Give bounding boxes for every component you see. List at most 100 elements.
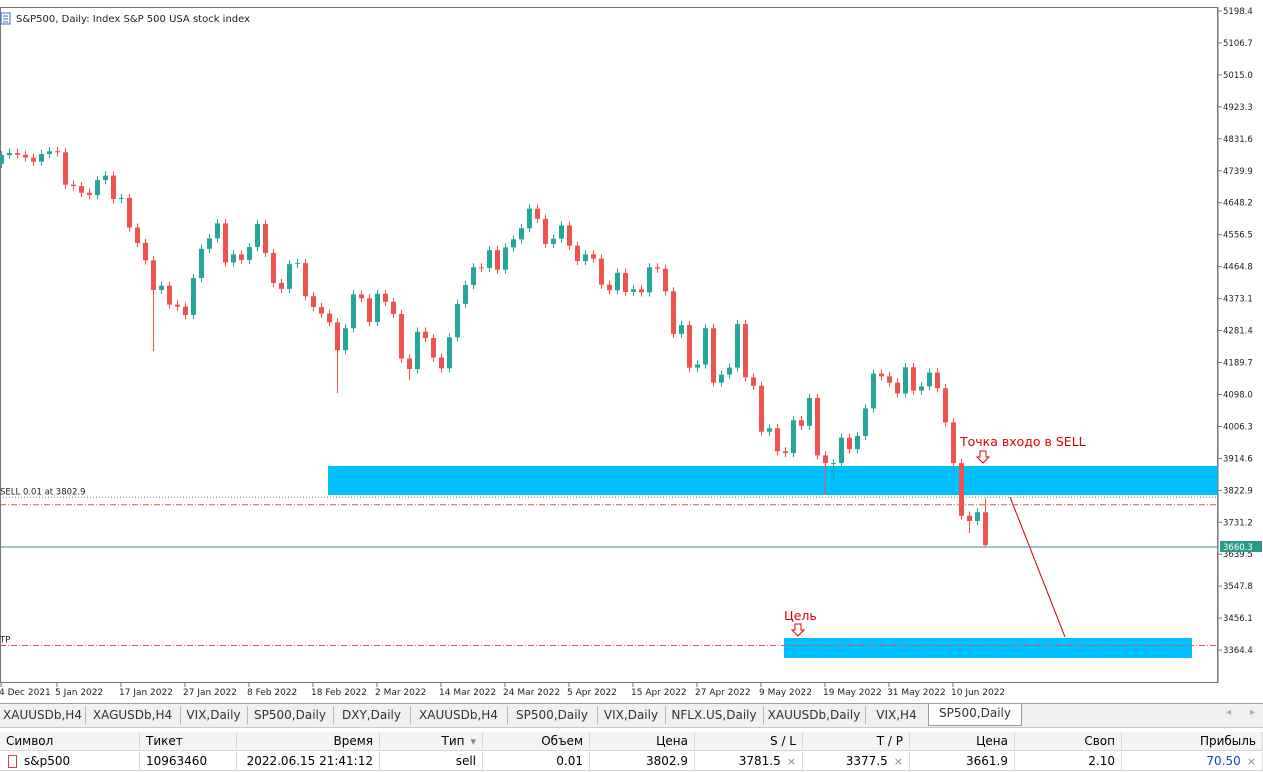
candle-body bbox=[575, 245, 580, 261]
cell-text: Объем bbox=[541, 734, 583, 748]
candle-body bbox=[87, 192, 92, 196]
candle-body bbox=[407, 358, 412, 370]
x-tick-label: 24 Mar 2022 bbox=[503, 688, 560, 698]
y-tick-label: 4648.2 bbox=[1223, 199, 1253, 209]
candle-body bbox=[503, 247, 508, 270]
cell-text: Символ bbox=[6, 734, 54, 748]
candle-body bbox=[487, 250, 492, 268]
candle-body bbox=[511, 239, 516, 248]
candle-body bbox=[927, 372, 932, 387]
candle-body bbox=[463, 285, 468, 304]
candle-body bbox=[295, 263, 300, 265]
arrow-icon bbox=[790, 623, 806, 637]
y-tick-label: 3547.8 bbox=[1223, 582, 1253, 592]
y-tick-label: 4189.7 bbox=[1223, 359, 1253, 369]
candle-body bbox=[431, 338, 436, 358]
candle-body bbox=[759, 385, 764, 432]
candle-body bbox=[367, 298, 372, 322]
y-tick-label: 4831.6 bbox=[1223, 135, 1253, 145]
cell-text: 3661.9 bbox=[966, 754, 1008, 768]
candle-body bbox=[183, 306, 188, 316]
close-icon[interactable]: × bbox=[1246, 755, 1256, 768]
candle-body bbox=[319, 306, 324, 314]
chart-tab[interactable]: SP500,Daily bbox=[247, 706, 334, 724]
scroll-right[interactable]: ▸ bbox=[1250, 707, 1256, 718]
chart-tab[interactable]: DXY,Daily bbox=[333, 706, 411, 724]
candle-body bbox=[55, 151, 60, 153]
chart-tab[interactable]: SP500,Daily bbox=[507, 706, 598, 724]
chart-tab[interactable]: VIX,Daily bbox=[180, 706, 248, 724]
table-cell: 70.50 × bbox=[1122, 752, 1263, 771]
candle-body bbox=[159, 285, 164, 290]
candle-body bbox=[639, 289, 644, 293]
cell-text: S / L bbox=[770, 734, 796, 748]
candle-body bbox=[775, 428, 780, 452]
x-tick-label: 5 Jan 2022 bbox=[55, 688, 103, 698]
candle-body bbox=[727, 367, 732, 375]
candle-body bbox=[223, 223, 228, 263]
candle-body bbox=[815, 397, 820, 456]
x-tick-label: 27 Jan 2022 bbox=[183, 688, 237, 698]
candle-body bbox=[399, 313, 404, 359]
candle-body bbox=[383, 293, 388, 302]
candle-body bbox=[327, 313, 332, 323]
chart-tab[interactable]: XAGUSDb,H4 bbox=[85, 706, 181, 724]
annotation: Цель bbox=[784, 608, 817, 623]
cell-text: Своп bbox=[1084, 734, 1115, 748]
chart-tab[interactable]: VIX,H4 bbox=[865, 706, 929, 724]
candle-body bbox=[711, 328, 716, 383]
candle-body bbox=[63, 152, 68, 185]
candle-body bbox=[559, 225, 564, 239]
candle-body bbox=[103, 175, 108, 181]
chart-tab[interactable]: NFLX.US,Daily bbox=[665, 706, 764, 724]
x-tick-label: 15 Apr 2022 bbox=[631, 688, 687, 698]
candle-body bbox=[895, 382, 900, 394]
candle-body bbox=[7, 152, 12, 156]
candle-body bbox=[703, 328, 708, 365]
chart-tab[interactable]: SP500,Daily bbox=[928, 704, 1022, 726]
candle-body bbox=[735, 324, 740, 368]
cell-text: Прибыль bbox=[1199, 734, 1256, 748]
candle-body bbox=[863, 408, 868, 436]
header-cell: Объем bbox=[483, 732, 590, 751]
cell-text: Тикет bbox=[146, 734, 183, 748]
candle-body bbox=[791, 420, 796, 454]
chart-tab[interactable]: XAUUSDb,H4 bbox=[0, 706, 86, 724]
candle-body bbox=[143, 242, 148, 261]
candle-body bbox=[247, 247, 252, 260]
candle-body bbox=[239, 254, 244, 260]
candle-body bbox=[263, 224, 268, 253]
candle-body bbox=[903, 367, 908, 394]
chart-tab[interactable]: VIX,Daily bbox=[597, 706, 666, 724]
candle-body bbox=[255, 224, 260, 248]
sort-icon[interactable]: ▾ bbox=[470, 735, 476, 748]
table-cell: 10963460 bbox=[140, 752, 237, 771]
cell-text: 2.10 bbox=[1088, 754, 1115, 768]
candle-body bbox=[495, 250, 500, 270]
chart-tab[interactable]: XAUUSDb,H4 bbox=[410, 706, 508, 724]
close-icon[interactable]: × bbox=[786, 755, 796, 768]
candle-body bbox=[783, 451, 788, 454]
chart-tab[interactable]: XAUUSDb,Daily bbox=[763, 706, 866, 724]
candle-body bbox=[799, 420, 804, 426]
scroll-left[interactable]: ◂ bbox=[1226, 707, 1232, 718]
y-tick-label: 4098.0 bbox=[1223, 390, 1253, 400]
x-tick-label: 2 Mar 2022 bbox=[375, 688, 426, 698]
candle-body bbox=[351, 294, 356, 329]
candle-body bbox=[415, 331, 420, 370]
cell-text: Время bbox=[333, 734, 373, 748]
x-tick-label: 9 May 2022 bbox=[759, 688, 812, 698]
trade-row: s&p500 10963460 2022.06.15 21:41:12 sell 0.0… bbox=[0, 752, 1263, 772]
candle-body bbox=[199, 248, 204, 279]
candle-body bbox=[663, 268, 668, 292]
y-tick-label: 5015.0 bbox=[1223, 71, 1253, 81]
cell-text: s&p500 bbox=[24, 754, 71, 768]
candle-body bbox=[831, 463, 836, 465]
candle-body bbox=[807, 397, 812, 426]
x-tick-label: 27 Apr 2022 bbox=[695, 688, 751, 698]
table-cell: sell bbox=[380, 752, 483, 771]
header-cell: Цена bbox=[910, 732, 1015, 751]
candle-body bbox=[303, 263, 308, 297]
candle-body bbox=[287, 264, 292, 289]
close-icon[interactable]: × bbox=[893, 755, 903, 768]
